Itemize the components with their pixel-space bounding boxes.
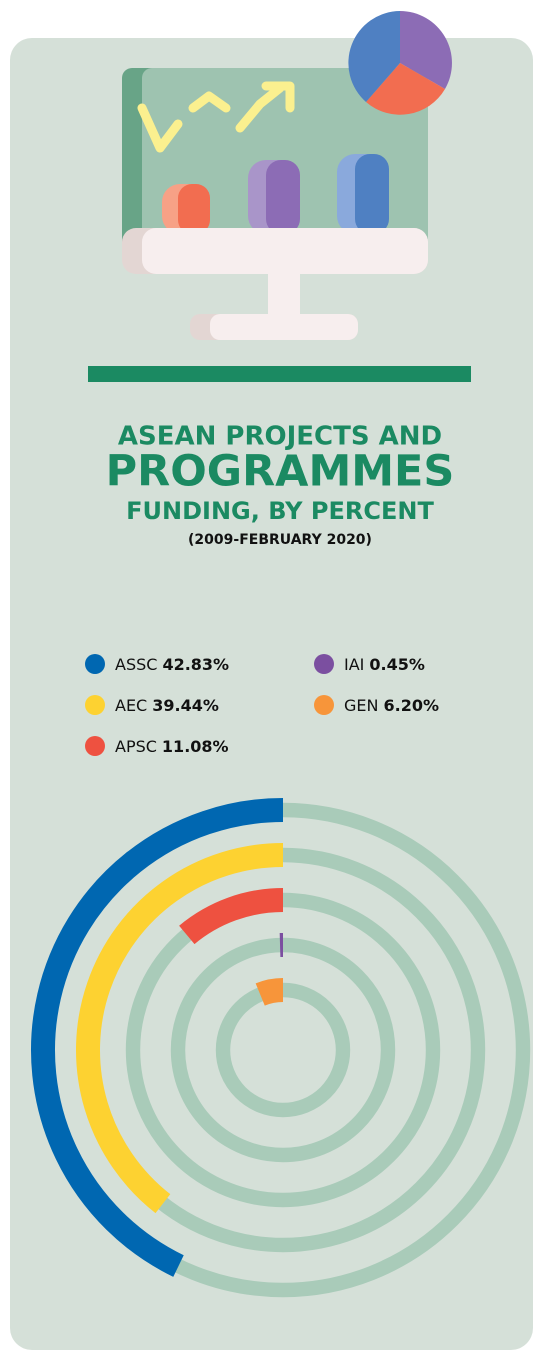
legend-value: 42.83% <box>162 655 229 674</box>
legend-swatch <box>85 736 105 756</box>
infographic: ASEAN PROJECTS AND PROGRAMMES FUNDING, B… <box>0 0 543 1358</box>
legend-value: 0.45% <box>369 655 425 674</box>
legend-value: 39.44% <box>152 696 219 715</box>
legend-swatch <box>85 654 105 674</box>
legend-entry: GEN 6.20% <box>344 696 439 715</box>
legend-label: APSC <box>115 737 157 756</box>
legend-value: 11.08% <box>162 737 229 756</box>
legend-label: ASSC <box>115 655 157 674</box>
legend-entry: ASSC 42.83% <box>115 655 229 674</box>
legend-label: AEC <box>115 696 147 715</box>
legend-swatch <box>314 695 334 715</box>
legend-entry: AEC 39.44% <box>115 696 219 715</box>
legend-value: 6.20% <box>383 696 439 715</box>
legend-entry: IAI 0.45% <box>344 655 425 674</box>
title-line: PROGRAMMES <box>106 447 455 497</box>
title-line: FUNDING, BY PERCENT <box>126 497 434 525</box>
ring-bar <box>260 990 283 994</box>
divider <box>88 366 471 382</box>
page: ASEAN PROJECTS AND PROGRAMMES FUNDING, B… <box>0 0 543 1358</box>
subtitle: (2009-FEBRUARY 2020) <box>188 532 372 548</box>
legend-swatch <box>314 654 334 674</box>
legend-label: GEN <box>344 696 378 715</box>
legend-swatch <box>85 695 105 715</box>
legend-label: IAI <box>344 655 364 674</box>
legend-entry: APSC 11.08% <box>115 737 229 756</box>
